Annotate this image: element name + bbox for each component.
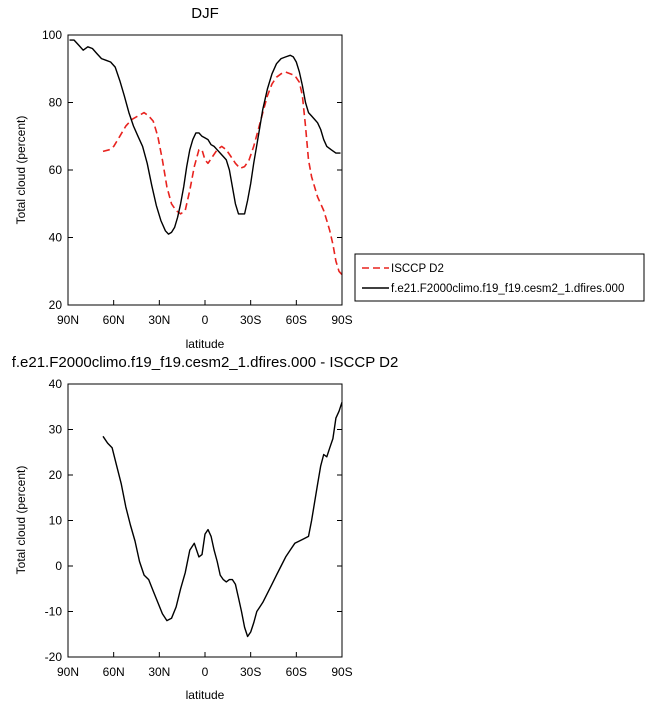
top-x-ticks: 90N 60N 30N 0 30S 60S 90S — [57, 300, 353, 327]
bottom-x-tick-label: 0 — [202, 665, 209, 679]
legend-box — [354, 253, 645, 302]
top-x-tick-label: 90N — [57, 313, 79, 327]
bottom-chart-title: f.e21.F2000climo.f19_f19.cesm2_1.dfires.… — [12, 354, 399, 371]
top-y-tick-label: 80 — [49, 96, 63, 110]
bottom-x-tick-label: 60N — [103, 665, 125, 679]
bottom-series-line-1 — [102, 401, 343, 638]
bottom-x-tick-label: 30S — [240, 665, 261, 679]
bottom-x-tick-label: 90S — [331, 665, 352, 679]
bottom-plot-frame — [67, 383, 343, 658]
bottom-x-tick-label: 30N — [148, 665, 170, 679]
bottom-panel: f.e21.F2000climo.f19_f19.cesm2_1.dfires.… — [12, 354, 399, 702]
top-y-ticks: 20 40 60 80 100 — [42, 28, 342, 312]
bottom-x-ticks: 90N 60N 30N 0 30S 60S 90S — [57, 652, 353, 679]
top-x-tick-label: 60S — [286, 313, 307, 327]
bottom-y-ticks: -20 -10 0 10 20 30 40 — [45, 377, 342, 664]
bottom-y-tick-label: 20 — [49, 468, 63, 482]
bottom-y-tick-label: 40 — [49, 377, 63, 391]
bottom-x-tick-label: 90N — [57, 665, 79, 679]
top-y-tick-label: 100 — [42, 28, 62, 42]
top-x-tick-label: 60N — [103, 313, 125, 327]
top-chart-title: DJF — [191, 5, 219, 22]
bottom-x-axis-label: latitude — [186, 688, 225, 702]
bottom-x-tick-label: 60S — [286, 665, 307, 679]
top-y-axis-label: Total cloud (percent) — [14, 116, 28, 225]
top-y-tick-label: 60 — [49, 163, 63, 177]
bottom-y-tick-label: 0 — [55, 559, 62, 573]
bottom-y-tick-label: -10 — [45, 605, 63, 619]
top-y-tick-label: 20 — [49, 298, 63, 312]
top-y-tick-label: 40 — [49, 231, 63, 245]
top-x-axis-label: latitude — [186, 337, 225, 351]
top-panel: DJF 90N 60N 30N 0 30S 60S 90S 20 40 60 80 100 lati… — [14, 5, 645, 351]
bottom-y-tick-label: 30 — [49, 423, 63, 437]
top-series-line-2 — [69, 39, 341, 235]
bottom-y-axis-label: Total cloud (percent) — [14, 466, 28, 575]
legend-label-isccp: ISCCP D2 — [391, 263, 444, 275]
top-x-tick-label: 30S — [240, 313, 261, 327]
bottom-y-tick-label: -20 — [45, 650, 63, 664]
top-series-line-1 — [102, 71, 343, 276]
top-x-tick-label: 90S — [331, 313, 352, 327]
top-x-tick-label: 30N — [148, 313, 170, 327]
legend-label-model: f.e21.F2000climo.f19_f19.cesm2_1.dfires.… — [391, 283, 624, 295]
top-plot-frame — [67, 34, 343, 306]
bottom-series-group — [102, 401, 343, 638]
top-series-group — [69, 39, 343, 276]
legend: ISCCP D2 f.e21.F2000climo.f19_f19.cesm2_… — [354, 253, 645, 302]
top-x-tick-label: 0 — [202, 313, 209, 327]
bottom-y-tick-label: 10 — [49, 514, 63, 528]
